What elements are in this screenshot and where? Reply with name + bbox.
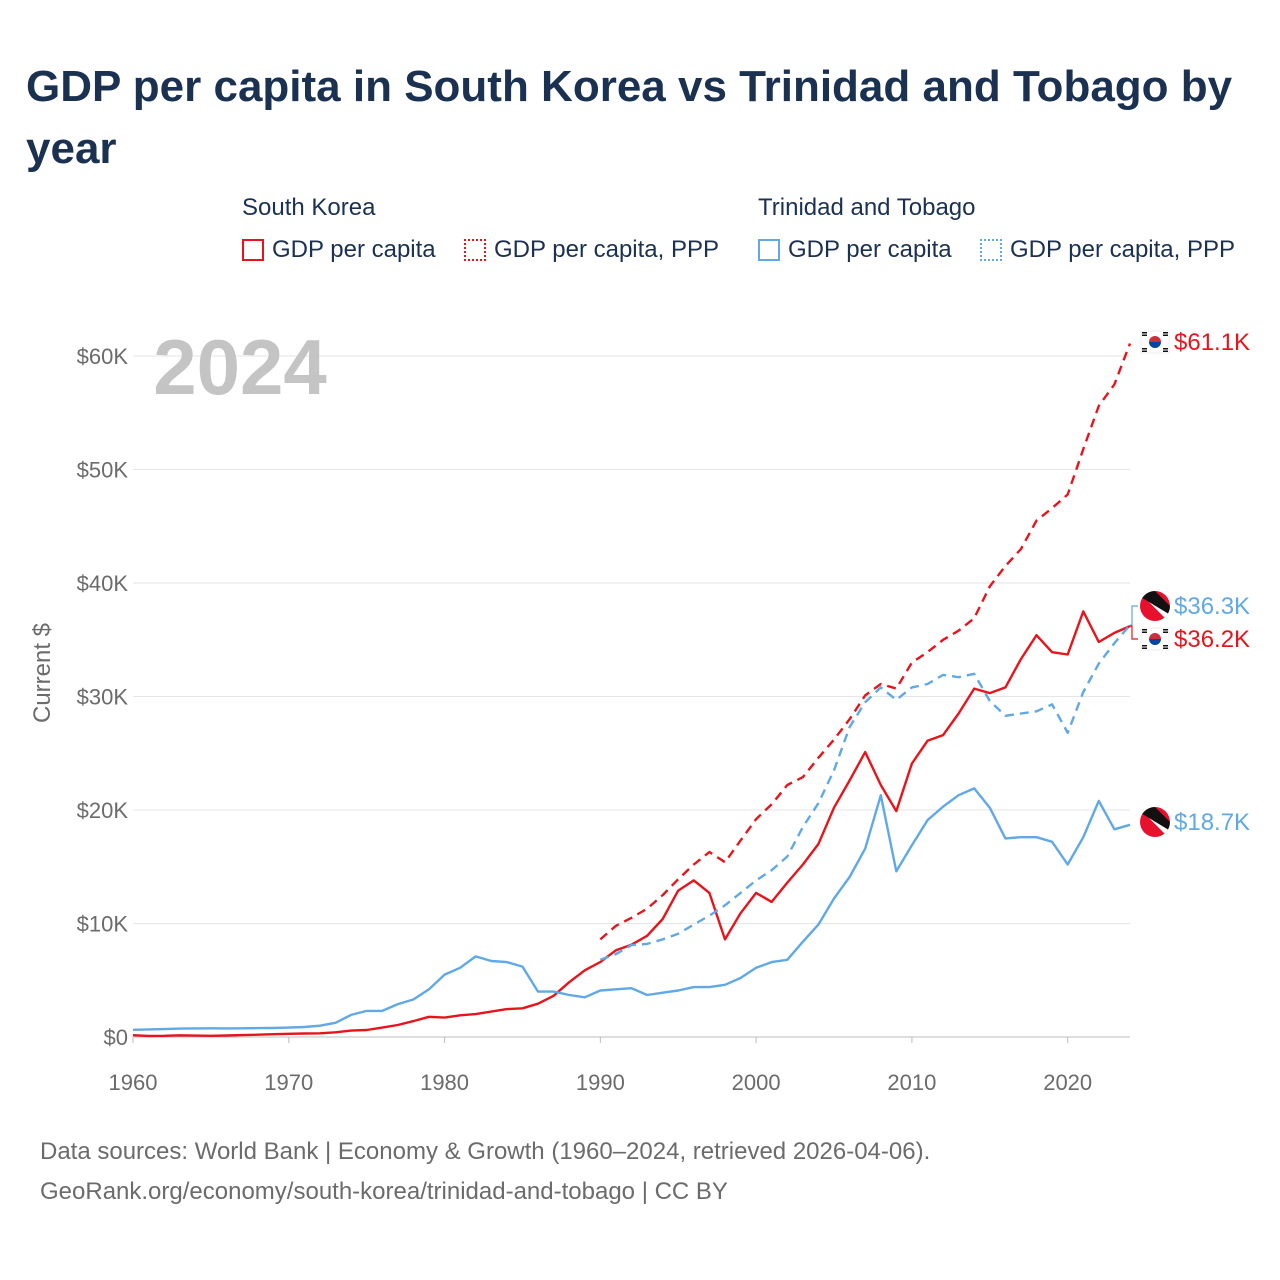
legend-swatch-solid <box>242 239 264 261</box>
trinidad-flag-icon <box>1139 584 1177 622</box>
x-tick-label: 2020 <box>1043 1070 1092 1095</box>
footer-sources: Data sources: World Bank | Economy & Gro… <box>40 1138 931 1165</box>
end-value-label: $36.3K <box>1174 593 1250 620</box>
y-tick-label: $50K <box>77 458 129 483</box>
south-korea-flag-icon <box>1140 330 1170 354</box>
x-tick-label: 2000 <box>732 1070 781 1095</box>
legend-label: GDP per capita <box>788 236 952 263</box>
y-axis-label: Current $ <box>29 623 56 723</box>
legend-item-trinidad-gdp[interactable]: GDP per capita <box>758 234 952 266</box>
legend-label: GDP per capita <box>272 236 436 263</box>
south-korea-flag-icon <box>1140 627 1170 651</box>
chart-title: GDP per capita in South Korea vs Trinida… <box>26 62 1233 173</box>
trinidad-flag-icon <box>1139 800 1177 838</box>
legend-label: GDP per capita, PPP <box>494 236 719 263</box>
end-value-label: $18.7K <box>1174 809 1250 836</box>
end-value-label: $61.1K <box>1174 329 1250 356</box>
label-leader-line <box>1130 605 1138 626</box>
series-line-4[interactable] <box>599 624 1131 961</box>
x-tick-label: 1990 <box>576 1070 625 1095</box>
legend-swatch-dotted <box>980 239 1002 261</box>
y-tick-label: $60K <box>77 344 129 369</box>
x-tick-label: 2010 <box>887 1070 936 1095</box>
y-tick-label: $20K <box>77 798 129 823</box>
legend-item-korea-gdp[interactable]: GDP per capita <box>242 234 436 266</box>
legend-item-korea-ppp[interactable]: GDP per capita, PPP <box>464 234 719 266</box>
x-tick-label: 1960 <box>109 1070 158 1095</box>
y-tick-label: $10K <box>77 912 129 937</box>
x-tick-label: 1970 <box>264 1070 313 1095</box>
y-tick-label: $30K <box>77 685 129 710</box>
series-line-2[interactable] <box>599 343 1132 941</box>
legend-group-trinidad: Trinidad and Tobago <box>758 194 976 221</box>
footer-credit: GeoRank.org/economy/south-korea/trinidad… <box>40 1178 728 1205</box>
legend-label: GDP per capita, PPP <box>1010 236 1235 263</box>
x-tick-label: 1980 <box>420 1070 469 1095</box>
end-value-label: $36.2K <box>1174 626 1250 653</box>
y-tick-label: $0 <box>104 1025 128 1050</box>
legend-swatch-dotted <box>464 239 486 261</box>
series-line-1[interactable] <box>132 610 1131 1038</box>
y-tick-label: $40K <box>77 571 129 596</box>
year-watermark: 2024 <box>153 323 327 411</box>
legend-swatch-solid <box>758 239 780 261</box>
legend-group-south-korea: South Korea <box>242 194 376 221</box>
label-leader-line <box>1130 625 1138 640</box>
series-line-3[interactable] <box>132 787 1131 1031</box>
legend-item-trinidad-ppp[interactable]: GDP per capita, PPP <box>980 234 1235 266</box>
